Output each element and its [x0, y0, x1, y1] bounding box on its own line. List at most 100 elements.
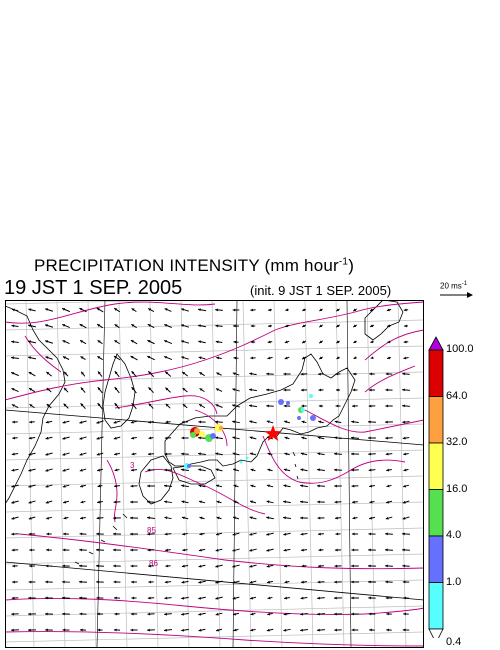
wind-arrow-head	[181, 500, 185, 504]
wind-arrow-head	[215, 468, 219, 472]
wind-arrow-head	[334, 596, 337, 600]
wind-arrow-head	[147, 340, 151, 343]
contour-label-86: 86	[149, 559, 158, 568]
latlon-grid	[5, 300, 424, 648]
wind-arrow-head	[215, 596, 219, 600]
wind-arrow-head	[114, 484, 117, 488]
wind-arrow	[334, 564, 342, 568]
wind-arrow	[352, 516, 358, 520]
wind-arrow	[45, 468, 53, 472]
scale-bin	[428, 582, 444, 630]
wind-arrow-head	[334, 628, 337, 632]
wind-arrow-head	[317, 484, 320, 488]
wind-arrow-head	[29, 548, 32, 552]
wind-arrow	[11, 356, 19, 360]
grid-line-parallel	[5, 631, 424, 643]
wind-arrow	[113, 436, 121, 440]
wind-arrow-head	[181, 356, 185, 359]
wind-arrow-head	[334, 612, 337, 616]
wind-arrow-head	[62, 596, 65, 600]
wind-arrow	[28, 468, 36, 472]
wind-arrow-head	[285, 324, 289, 328]
wind-arrow	[352, 404, 358, 408]
wind-arrow-head	[385, 372, 389, 376]
wind-arrow-head	[198, 468, 202, 472]
wind-arrow	[45, 356, 53, 360]
wind-arrow-head	[232, 372, 236, 376]
wind-arrow	[80, 516, 86, 520]
wind-arrow	[182, 532, 188, 536]
wind-arrow	[28, 371, 36, 377]
scale-below-triangle	[428, 628, 444, 638]
wind-arrow-head	[198, 612, 202, 616]
wind-arrow-head	[80, 403, 84, 407]
wind-arrow-head	[215, 548, 219, 552]
wind-arrow-head	[113, 548, 116, 552]
wind-arrow	[351, 612, 359, 616]
wind-arrow	[368, 532, 376, 536]
wind-arrow	[114, 323, 120, 329]
wind-arrow	[301, 564, 307, 568]
wind-arrow-head	[319, 308, 323, 312]
wind-arrow-head	[268, 324, 271, 328]
wind-arrow-head	[45, 308, 49, 311]
wind-arrow-head	[46, 404, 50, 407]
wind-arrow-head	[370, 308, 374, 312]
wind-arrow	[249, 388, 257, 392]
wind-arrow-head	[403, 468, 407, 472]
wind-arrow-head	[29, 388, 33, 391]
map-frame	[5, 300, 424, 648]
wind-arrow	[250, 628, 256, 632]
wind-arrow	[62, 420, 70, 424]
precip-cell	[194, 428, 200, 434]
wind-arrow	[285, 308, 289, 312]
ryukyu-islands	[74, 513, 128, 565]
wind-arrow	[28, 436, 36, 440]
wind-arrow	[27, 356, 37, 360]
wind-arrow-head	[335, 388, 339, 392]
wind-arrow	[284, 580, 290, 584]
wind-arrow	[181, 452, 189, 456]
wind-arrow-head	[318, 548, 322, 552]
wind-arrow	[300, 500, 308, 504]
wind-arrow	[215, 468, 223, 472]
wind-arrow-head	[198, 500, 202, 504]
wind-arrow-head	[266, 500, 270, 504]
wind-arrow-head	[283, 404, 287, 408]
wind-arrow	[80, 500, 86, 504]
wind-arrow	[232, 388, 240, 392]
wind-arrow-head	[63, 403, 67, 407]
wind-arrow-head	[250, 308, 254, 312]
wind-arrow-head	[131, 468, 134, 472]
wind-arrow-head	[385, 548, 388, 552]
wind-arrow	[164, 516, 172, 520]
wind-arrow-head	[249, 436, 253, 440]
wind-arrow-head	[233, 500, 237, 504]
wind-arrow-head	[199, 404, 203, 407]
wind-arrow	[96, 436, 104, 440]
wind-arrow	[336, 356, 340, 360]
wind-arrow	[351, 596, 359, 600]
wind-arrow-head	[62, 564, 65, 568]
wind-arrow	[216, 500, 222, 504]
wind-arrow	[334, 628, 342, 632]
wind-arrow	[319, 356, 323, 360]
wind-arrow	[233, 356, 239, 360]
wind-arrow	[368, 612, 376, 616]
precip-cell	[190, 432, 196, 438]
wind-arrow-head	[79, 564, 82, 568]
wind-arrow-head	[164, 580, 168, 584]
wind-arrow	[62, 596, 70, 600]
wind-arrow	[114, 370, 120, 378]
wind-arrow-head	[28, 436, 32, 440]
wind-arrow	[351, 628, 359, 632]
wind-arrow-head	[130, 516, 133, 520]
wind-arrow-head	[334, 420, 338, 424]
wind-arrow	[215, 308, 223, 312]
wind-arrow-head	[45, 500, 49, 504]
wind-arrow	[11, 468, 19, 472]
wind-arrow	[268, 308, 272, 312]
wind-arrow	[79, 628, 87, 632]
wind-arrow-head	[370, 324, 374, 328]
wind-arrow	[336, 324, 340, 328]
